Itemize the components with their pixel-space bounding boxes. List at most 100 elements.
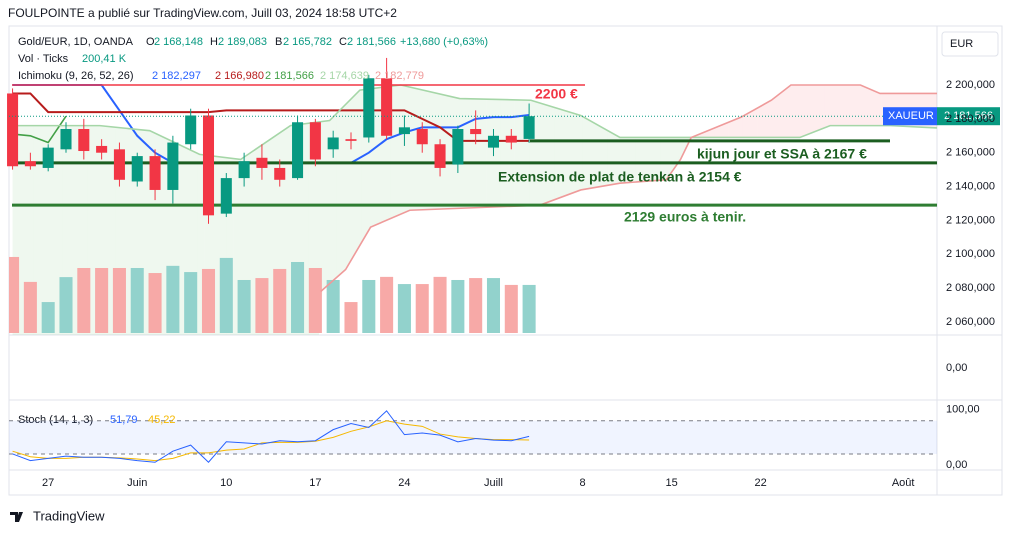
cloud xyxy=(728,120,733,138)
ohlc-value: 2 189,083 xyxy=(218,36,267,48)
cloud xyxy=(725,122,729,138)
volume-bar xyxy=(451,279,465,333)
volume-bar xyxy=(95,267,109,333)
cloud xyxy=(108,126,113,335)
cloud xyxy=(554,107,558,200)
cloud xyxy=(539,102,544,206)
cloud xyxy=(792,85,797,138)
cloud xyxy=(347,99,351,267)
volume-bar xyxy=(504,284,518,333)
brand: TradingView xyxy=(33,508,105,523)
cloud xyxy=(418,89,423,210)
cloud xyxy=(486,99,490,208)
cloud xyxy=(735,117,740,138)
candle-body xyxy=(238,161,250,179)
cloud xyxy=(831,85,836,126)
cloud xyxy=(810,85,815,134)
cloud xyxy=(358,89,362,249)
cloud xyxy=(878,92,882,126)
cloud xyxy=(197,153,202,335)
volume-bar xyxy=(362,279,376,333)
ohlc-label: O xyxy=(146,36,155,48)
candle-body xyxy=(309,122,321,160)
cloud xyxy=(464,98,469,209)
cloud xyxy=(546,105,551,203)
cloud xyxy=(233,158,237,335)
x-tick-label: Juill xyxy=(484,477,503,489)
cloud xyxy=(778,91,783,138)
candle-body xyxy=(363,78,375,138)
volume-bar xyxy=(148,273,162,333)
ichimoku-line xyxy=(12,115,67,144)
volume-bar xyxy=(291,261,305,333)
cloud xyxy=(500,99,505,207)
cloud xyxy=(824,85,829,128)
ichimoku-line xyxy=(12,92,530,142)
cloud xyxy=(44,125,49,335)
volume-bar xyxy=(59,277,73,333)
cloud xyxy=(628,137,633,183)
volume-bar xyxy=(308,267,322,333)
volume-bar xyxy=(255,278,269,333)
x-tick-label: 8 xyxy=(579,477,585,489)
cloud xyxy=(835,85,840,126)
x-tick-label: 24 xyxy=(398,477,410,489)
cloud xyxy=(806,85,811,135)
candle-body xyxy=(149,156,161,190)
cloud xyxy=(215,156,220,335)
volume-bar xyxy=(415,284,429,333)
x-tick-label: Août xyxy=(892,477,915,489)
cloud xyxy=(429,91,433,210)
ichimoku-line xyxy=(320,84,937,293)
cloud xyxy=(771,97,775,138)
candle-body xyxy=(220,178,232,214)
cloud xyxy=(550,106,555,202)
candle-body xyxy=(113,149,125,180)
cloud xyxy=(717,125,722,138)
annotation: 2129 euros à tenir. xyxy=(624,209,746,225)
candle-body xyxy=(78,129,90,152)
cloud xyxy=(575,113,579,192)
symbol: Gold/EUR, 1D, OANDA xyxy=(18,36,134,48)
volume-bar xyxy=(112,267,126,333)
y-tick-label: 2 140,000 xyxy=(946,180,995,192)
cloud xyxy=(336,109,341,278)
last-price-bg xyxy=(937,107,1000,126)
cloud xyxy=(393,85,398,218)
volume-bar xyxy=(397,284,411,333)
cloud xyxy=(774,94,779,138)
x-tick-label: Juin xyxy=(127,477,147,489)
candle-body xyxy=(167,142,179,190)
candle-body xyxy=(185,115,197,145)
cloud xyxy=(507,99,512,207)
cloud xyxy=(653,137,658,181)
cloud xyxy=(514,99,519,207)
cloud xyxy=(144,130,148,335)
cloud xyxy=(853,85,857,126)
stoch-value: 45,22 xyxy=(148,414,176,426)
cloud xyxy=(839,85,843,126)
volume-bar xyxy=(130,267,144,333)
cloud xyxy=(286,125,291,335)
cloud xyxy=(675,137,679,168)
y-tick-label: 2 060,000 xyxy=(946,316,995,328)
cloud xyxy=(568,111,572,195)
cloud xyxy=(404,85,408,213)
cloud xyxy=(529,100,533,206)
cloud xyxy=(489,99,494,208)
cloud xyxy=(803,85,807,137)
y-tick-label: 0,00 xyxy=(946,362,967,374)
volume-bar xyxy=(237,279,251,333)
cloud xyxy=(618,136,622,184)
cloud xyxy=(589,120,594,189)
y-tick-label: 2 080,000 xyxy=(946,282,995,294)
cloud xyxy=(603,128,608,186)
cloud xyxy=(422,89,426,210)
symbol-tag-bg xyxy=(883,107,937,126)
candle-body xyxy=(202,115,215,216)
cloud xyxy=(707,129,711,138)
currency-button[interactable] xyxy=(941,31,999,57)
x-tick-label: 10 xyxy=(220,477,232,489)
cloud xyxy=(482,99,487,208)
cloud xyxy=(447,95,451,209)
